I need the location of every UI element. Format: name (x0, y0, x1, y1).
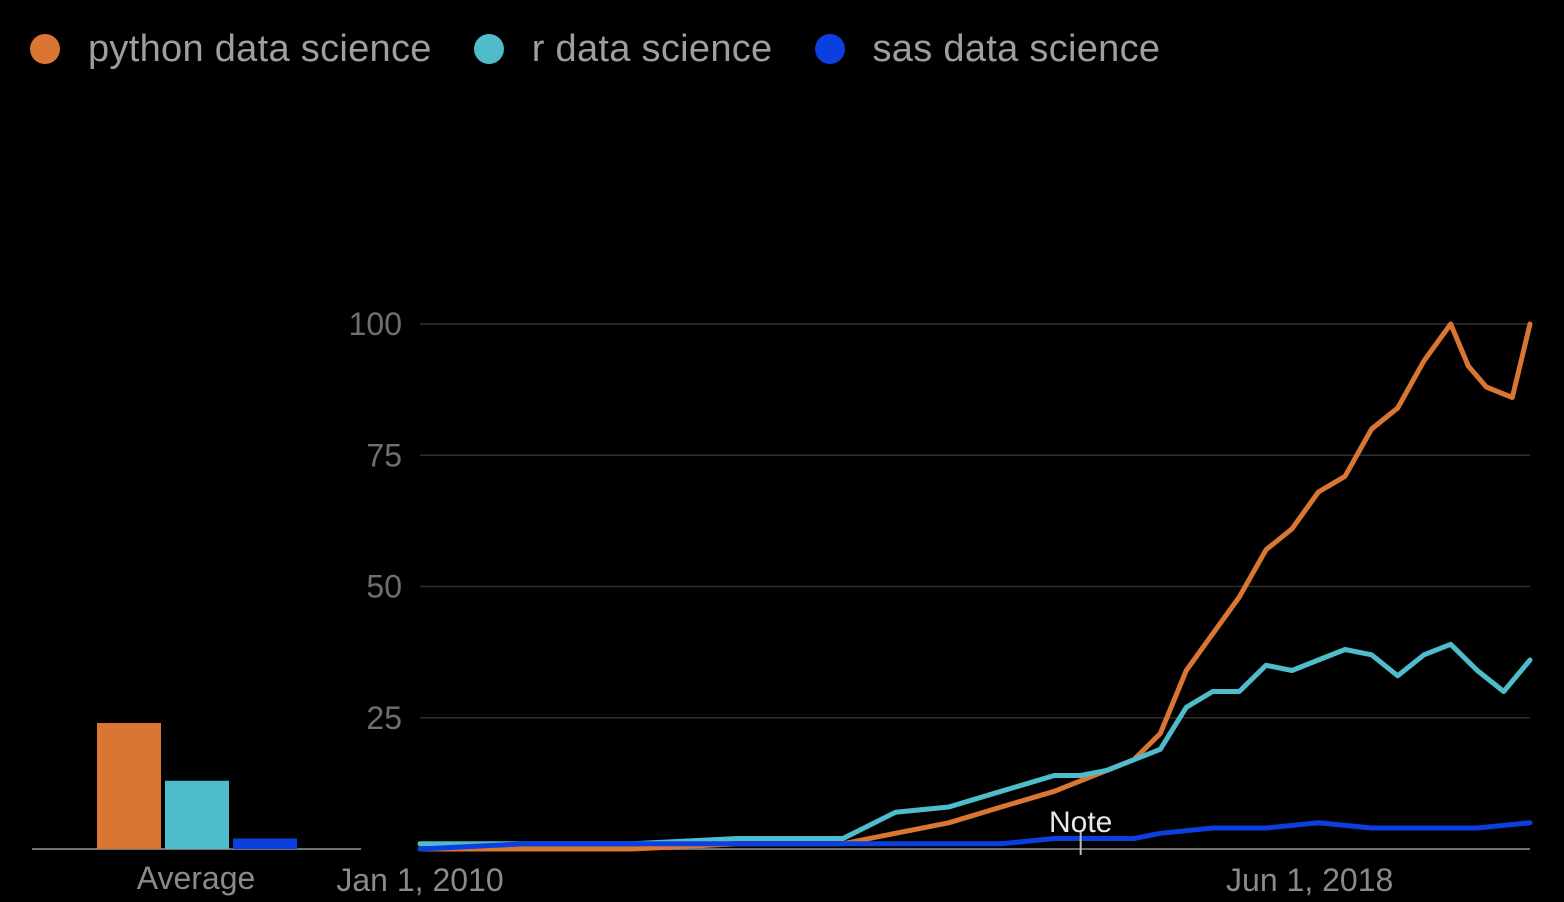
legend-label-python: python data science (88, 27, 432, 70)
average-bar-sas (233, 838, 297, 849)
legend-item-r[interactable]: r data science (473, 27, 773, 71)
average-bar-python (97, 723, 161, 849)
average-bar-r (165, 780, 229, 849)
series-line-sas (417, 820, 1533, 852)
x-tick-label-1: Jun 1, 2018 (1226, 862, 1393, 898)
legend-dot-r (473, 34, 504, 64)
legend-dot-python (30, 34, 60, 64)
annotation-label: Note (1049, 806, 1112, 839)
series-line-python (417, 321, 1533, 852)
y-tick-label-50: 50 (366, 569, 402, 605)
average-label: Average (137, 860, 256, 896)
y-tick-label-25: 25 (366, 700, 402, 736)
y-tick-label-75: 75 (366, 437, 402, 473)
y-tick-label-100: 100 (349, 306, 402, 342)
series-line-r (417, 641, 1533, 847)
legend-dot-sas (814, 34, 845, 64)
x-tick-label-0: Jan 1, 2010 (336, 862, 503, 898)
legend-label-sas: sas data science (872, 27, 1161, 70)
chart-legend: python data science r data science sas d… (30, 26, 1202, 72)
legend-label-r: r data science (531, 27, 773, 70)
legend-item-python[interactable]: python data science (30, 28, 432, 71)
legend-item-sas[interactable]: sas data science (814, 27, 1161, 71)
